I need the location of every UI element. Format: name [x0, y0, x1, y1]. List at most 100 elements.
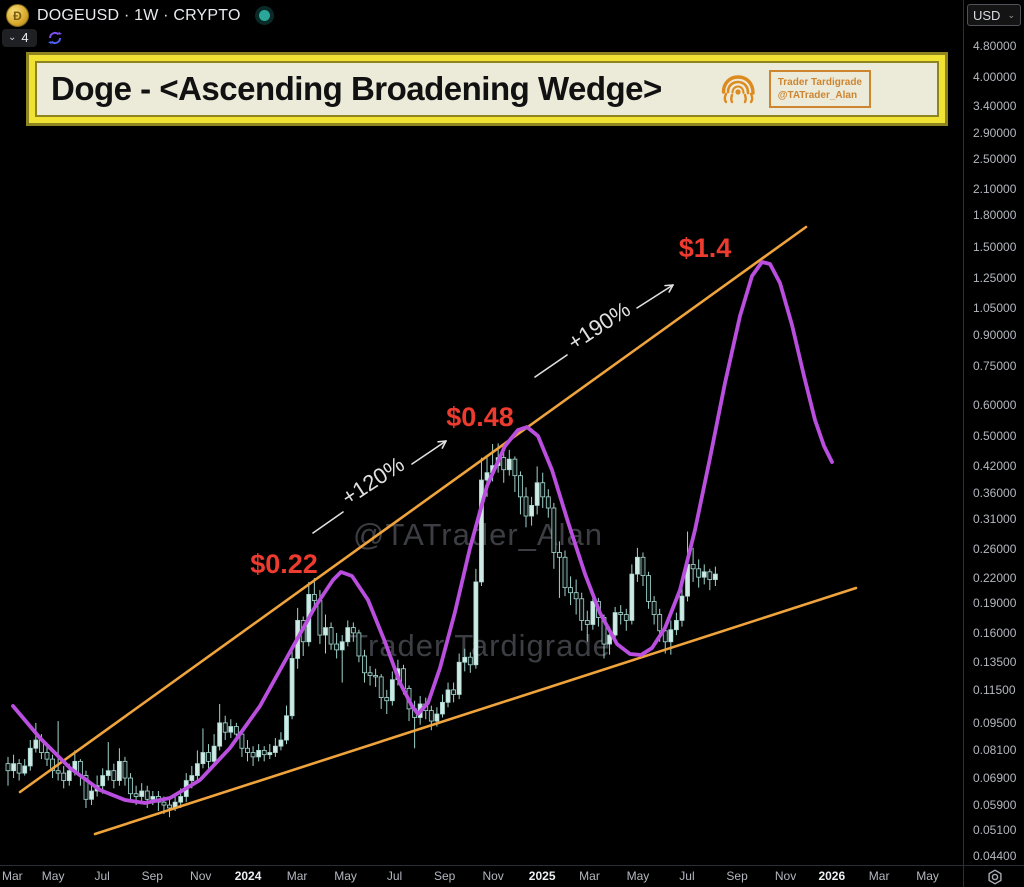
pattern-title-banner[interactable]: Doge - <Ascending Broadening Wedge> Trad… [26, 52, 948, 126]
axis-settings-icon[interactable] [986, 868, 1004, 886]
price-axis-label: 4.80000 [973, 39, 1017, 54]
candle [61, 772, 67, 781]
candle [534, 482, 540, 506]
arrow-line [534, 354, 568, 378]
candle [206, 752, 211, 762]
candle [272, 745, 278, 753]
candle [456, 661, 462, 695]
upper-trendline[interactable] [18, 225, 808, 794]
time-axis-label: Sep [726, 869, 748, 883]
candle [189, 775, 195, 781]
candle [568, 587, 573, 594]
time-axis-label: Jul [386, 869, 403, 883]
lower-trendline[interactable] [93, 586, 858, 836]
chevron-down-icon: ⌄ [1007, 9, 1015, 20]
trader-handle: @TATrader_Alan [777, 90, 858, 101]
price-axis[interactable]: USD ⌄ 4.80000 4.00000 3.40000 2.90000 2.5000… [963, 0, 1024, 865]
candle [545, 496, 551, 509]
price-axis-label: 0.09500 [973, 715, 1017, 730]
price-axis-label: 0.06900 [973, 771, 1017, 786]
candle [139, 790, 145, 797]
candle [607, 634, 612, 645]
candle [389, 679, 395, 702]
candle [579, 598, 585, 621]
price-axis-label: 1.25000 [973, 271, 1017, 286]
candle [233, 726, 239, 735]
time-axis-label: May [41, 869, 65, 883]
candle [518, 475, 523, 498]
time-axis-label: Mar [2, 869, 23, 883]
candle [161, 801, 167, 806]
arrowhead-icon [441, 440, 447, 449]
candle [228, 726, 234, 733]
price-axis-label: 1.05000 [973, 301, 1017, 316]
candle [83, 775, 89, 800]
candle [289, 658, 295, 717]
price-axis-label: 2.50000 [973, 151, 1017, 166]
candle [111, 770, 117, 781]
currency-label: USD [973, 7, 1001, 23]
candle [451, 689, 457, 695]
price-axis-label: 0.60000 [973, 397, 1017, 412]
candle [16, 763, 22, 774]
gain-label: +190% [563, 296, 635, 355]
price-axis-label: 0.50000 [973, 429, 1017, 444]
banner-inner: Doge - <Ascending Broadening Wedge> Trad… [35, 61, 939, 117]
candle [350, 627, 356, 634]
candle [428, 710, 434, 722]
candle [657, 614, 663, 632]
candle [284, 715, 289, 741]
candle [618, 612, 624, 615]
price-axis-label: 0.05900 [973, 798, 1017, 813]
price-axis-label: 0.05100 [973, 823, 1017, 838]
price-axis-label: 0.31000 [973, 511, 1017, 526]
peak-price-label[interactable]: $0.22 [250, 549, 318, 579]
peak-price-label[interactable]: $0.48 [446, 402, 514, 432]
symbol-title[interactable]: DOGEUSD · 1W · CRYPTO [37, 6, 241, 24]
candle [540, 482, 546, 498]
pattern-title: Doge - <Ascending Broadening Wedge> [51, 70, 662, 107]
candle [440, 701, 445, 715]
candle [128, 777, 133, 795]
candle [133, 793, 139, 797]
candle [696, 568, 702, 578]
candle [55, 770, 61, 774]
axis-corner-separator [963, 866, 964, 887]
toolbar-row: ⌄ 4 [2, 29, 63, 47]
currency-selector[interactable]: USD ⌄ [967, 4, 1021, 26]
projection-curve[interactable] [11, 260, 834, 805]
candle [445, 689, 451, 703]
candle [144, 790, 150, 800]
price-axis-label: 3.40000 [973, 98, 1017, 113]
object-count-badge[interactable]: ⌄ 4 [2, 29, 37, 47]
chart-canvas[interactable]: @TATrader_Alan Trader Tardigrade +120% +190… [0, 0, 963, 865]
peak-price-label[interactable]: $1.4 [679, 233, 732, 263]
price-axis-label: 0.11500 [973, 682, 1016, 697]
candle [668, 629, 674, 643]
time-axis-year-label: 2026 [818, 869, 846, 883]
time-axis-label: Sep [141, 869, 163, 883]
price-axis-label: 0.36000 [973, 485, 1017, 500]
candle [267, 752, 273, 756]
chart-svg[interactable]: @TATrader_Alan Trader Tardigrade +120% +190… [0, 0, 963, 865]
candle [674, 620, 679, 631]
time-axis-label: Jul [94, 869, 110, 883]
time-axis-year-label: 2024 [234, 869, 262, 883]
trader-logo-box: Trader Tardigrade @TATrader_Alan [719, 69, 871, 109]
candle [311, 594, 317, 601]
sync-icon[interactable] [47, 30, 63, 46]
doge-coin-icon: Ð [6, 4, 29, 27]
candle [378, 676, 384, 698]
time-axis[interactable]: Mar May Jul Sep Nov 2024 Mar May Jul Sep Nov 2025 Ma… [0, 865, 1024, 887]
arrowhead-icon [668, 284, 674, 293]
price-axis-label: 0.04400 [973, 848, 1017, 863]
time-axis-label: Mar [579, 869, 600, 883]
candle [117, 760, 122, 781]
arrow-line [636, 284, 674, 309]
arrowhead-icon [664, 284, 674, 287]
price-axis-label: 2.90000 [973, 125, 1017, 140]
banner-frame: Doge - <Ascending Broadening Wedge> Trad… [29, 55, 945, 123]
candle [479, 479, 484, 583]
candle [712, 573, 718, 580]
gain-arrow[interactable]: +190% [534, 284, 674, 378]
